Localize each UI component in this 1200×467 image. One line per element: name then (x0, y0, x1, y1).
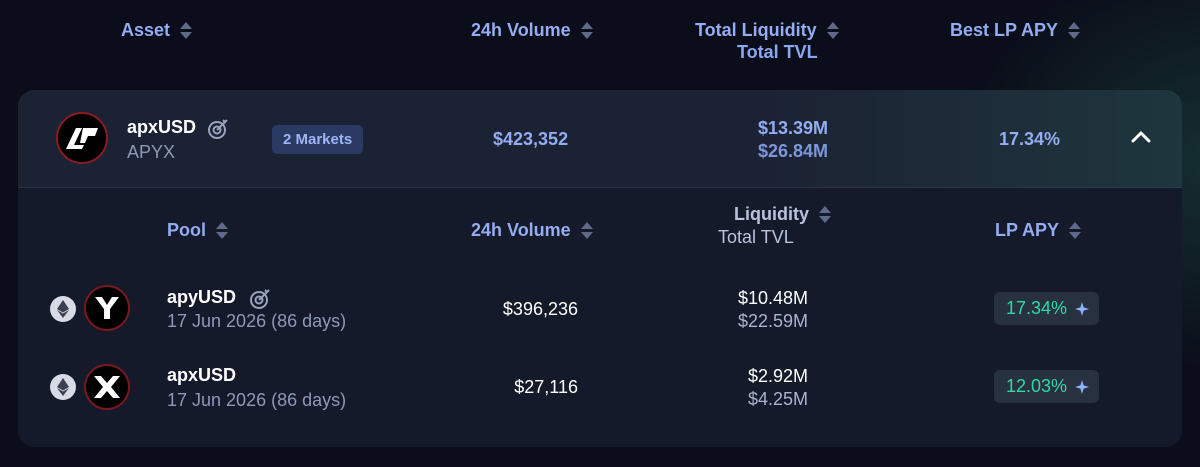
pool-tvl: $4.25M (747, 389, 808, 409)
header-total-liquidity[interactable]: Total Liquidity Total TVL (695, 20, 839, 70)
markets-badge[interactable]: 2 Markets (272, 125, 364, 154)
pool-tvl: $22.59M (737, 311, 808, 331)
header-24h-volume[interactable]: 24h Volume (471, 20, 593, 70)
pool-apy: 12.03% (1006, 376, 1068, 396)
pool-header-liquidity[interactable]: Liquidity Total TVL (718, 204, 831, 248)
pool-header-volume[interactable]: 24h Volume (471, 220, 593, 241)
apyx-logo (56, 112, 108, 164)
sort-pool-icon[interactable] (216, 222, 228, 239)
pool-header-tvl: Total TVL (718, 227, 794, 247)
pool-apy-pill[interactable]: 12.03% (994, 370, 1100, 403)
sort-pool-liquidity-icon[interactable] (819, 206, 831, 223)
sort-pool-volume-icon[interactable] (580, 222, 593, 239)
apxusd-logo (84, 364, 130, 410)
header-total-tvl: Total TVL (737, 42, 818, 62)
pool-name[interactable]: apxUSD (167, 365, 237, 385)
pool-header-apy[interactable]: LP APY (995, 220, 1082, 241)
asset-symbol: apxUSD (127, 117, 197, 137)
target-icon (206, 117, 230, 146)
target-icon (248, 287, 272, 316)
pool-apy-pill[interactable]: 17.34% (994, 292, 1100, 325)
asset-card: apxUSD APYX 2 Markets $423,352 $13.39M $… (18, 90, 1182, 447)
asset-liquidity: $13.39M (757, 118, 828, 138)
asset-best-apy: 17.34% (999, 129, 1061, 149)
pool-apy: 17.34% (1006, 298, 1068, 318)
asset-name: APYX (127, 142, 176, 162)
pool-volume: $27,116 (514, 377, 578, 397)
sort-volume-icon[interactable] (580, 22, 593, 39)
sort-pool-apy-icon[interactable] (1069, 222, 1082, 239)
apyusd-logo (84, 285, 130, 331)
pool-maturity: 17 Jun 2026 (86 days) (167, 390, 347, 410)
collapse-chevron-icon[interactable] (1129, 128, 1153, 149)
pool-row[interactable]: apyUSD 17 Jun 2026 (86 days) $396,236 $1… (18, 275, 1182, 343)
ethereum-icon (50, 296, 76, 322)
sparkle-icon (1075, 379, 1090, 394)
asset-volume: $423,352 (493, 129, 569, 149)
header-asset[interactable]: Asset (121, 20, 193, 70)
pool-liquidity: $10.48M (737, 288, 808, 308)
pool-row[interactable]: apxUSD 17 Jun 2026 (86 days) $27,116 $2.… (18, 355, 1182, 423)
pool-liquidity: $2.92M (747, 366, 808, 386)
asset-tvl: $26.84M (757, 141, 828, 161)
asset-row[interactable]: apxUSD APYX 2 Markets $423,352 $13.39M $… (18, 90, 1182, 188)
sort-apy-icon[interactable] (1068, 22, 1081, 39)
sparkle-icon (1075, 301, 1090, 316)
pool-name[interactable]: apyUSD (167, 287, 237, 307)
pool-maturity: 17 Jun 2026 (86 days) (167, 311, 347, 331)
pool-volume: $396,236 (502, 299, 578, 319)
ethereum-icon (50, 374, 76, 400)
header-best-lp-apy[interactable]: Best LP APY (950, 20, 1081, 70)
sort-asset-icon[interactable] (180, 22, 193, 39)
pool-header-pool[interactable]: Pool (167, 220, 228, 241)
sort-liquidity-icon[interactable] (826, 22, 839, 39)
